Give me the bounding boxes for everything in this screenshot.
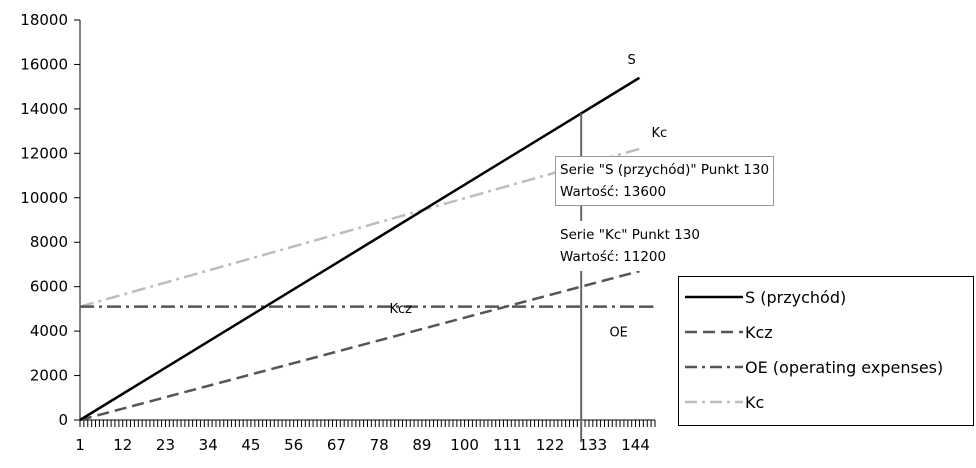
series-line-s: [79, 76, 641, 422]
x-tick-label: 78: [370, 436, 389, 454]
x-tick-label: 1: [75, 436, 85, 454]
legend-label-kc: Kc: [745, 393, 765, 412]
legend-item-kcz[interactable]: Kcz: [679, 318, 973, 348]
y-tick-label: 10000: [20, 189, 68, 207]
series-line-kcz: [79, 269, 640, 422]
legend-item-oe[interactable]: OE (operating expenses): [679, 353, 973, 383]
x-tick-label: 23: [156, 436, 175, 454]
x-tick-label: 89: [412, 436, 431, 454]
legend-swatch-oe: [685, 365, 743, 369]
tooltip-s-value: Wartość: 13600: [560, 184, 667, 200]
y-tick-label: 14000: [20, 100, 68, 118]
x-tick-label: 100: [450, 436, 479, 454]
tooltip-s-title: Serie "S (przychód)" Punkt 130: [560, 162, 770, 178]
legend-label-kcz: Kcz: [745, 323, 773, 342]
x-tick-label: 67: [327, 436, 346, 454]
legend-swatch-kcz: [685, 330, 743, 334]
y-tick-label: 0: [58, 411, 68, 429]
y-tick-label: 8000: [30, 233, 68, 251]
legend-swatch-kc: [685, 400, 743, 404]
series-tag-oe: OE: [609, 326, 627, 341]
legend-item-kc[interactable]: Kc: [679, 388, 973, 418]
y-tick-label: 4000: [30, 322, 68, 340]
x-tick-label: 111: [493, 436, 522, 454]
y-tick-label: 2000: [30, 367, 68, 385]
tooltip-kc-title: Serie "Kc" Punkt 130: [560, 227, 700, 243]
y-tick-label: 16000: [20, 55, 68, 73]
x-tick-label: 133: [579, 436, 608, 454]
y-tick-label: 18000: [20, 11, 68, 29]
series-line-kc: [79, 147, 640, 308]
x-tick-label: 34: [199, 436, 218, 454]
x-tick-label: 56: [284, 436, 303, 454]
series-tag-kcz: Kcz: [389, 302, 412, 317]
x-tick-label: 12: [113, 436, 132, 454]
tooltip-kc-series: Serie "Kc" Punkt 130 Wartość: 11200: [555, 221, 705, 271]
tooltip-s-series: Serie "S (przychód)" Punkt 130 Wartość: …: [555, 156, 775, 206]
series-tag-kc: Kc: [651, 126, 667, 141]
legend-item-s[interactable]: S (przychód): [679, 283, 973, 313]
legend-swatch-s: [685, 295, 743, 299]
y-tick-label: 12000: [20, 144, 68, 162]
series-tag-s: S: [627, 53, 635, 68]
legend-label-oe: OE (operating expenses): [745, 358, 944, 377]
chart-legend[interactable]: S (przychód) Kcz OE (operating expenses)…: [678, 276, 974, 426]
x-tick-label: 144: [621, 436, 650, 454]
x-tick-label: 45: [241, 436, 260, 454]
legend-label-s: S (przychód): [745, 288, 847, 307]
tooltip-kc-value: Wartość: 11200: [560, 249, 667, 265]
x-tick-label: 122: [536, 436, 565, 454]
y-tick-label: 6000: [30, 278, 68, 296]
